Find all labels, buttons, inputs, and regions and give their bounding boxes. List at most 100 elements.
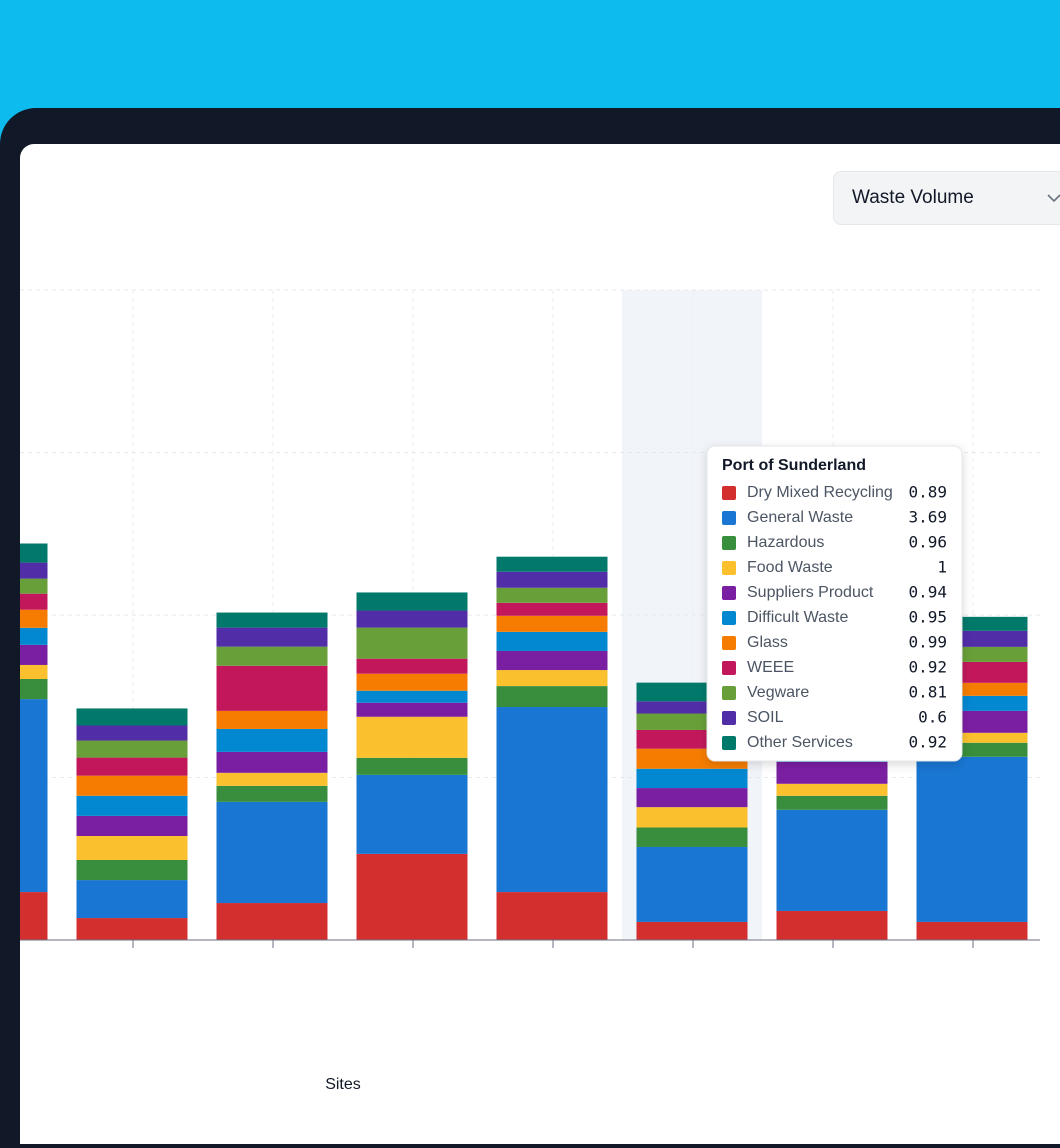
- chart: Sites Port of Sunderland Dry Mixed Recycl…: [20, 289, 1040, 1093]
- bar-segment: [216, 710, 328, 729]
- bar-segment: [76, 725, 188, 741]
- tooltip-swatch: [722, 686, 736, 700]
- bar-segment: [216, 728, 328, 752]
- bar-segment: [20, 644, 48, 665]
- bar-segment: [916, 732, 1028, 743]
- bar-segment: [216, 627, 328, 647]
- tooltip-swatch: [722, 611, 736, 625]
- bar-segment: [76, 859, 188, 881]
- bar-segment: [776, 809, 888, 911]
- tooltip-series-name: Glass: [747, 634, 788, 651]
- tooltip-series-name: General Waste: [747, 509, 853, 526]
- tooltip: Port of Sunderland Dry Mixed Recycling 0.8…: [706, 445, 963, 762]
- bar-segment: [76, 775, 188, 796]
- x-axis-label: Sites: [325, 1076, 361, 1093]
- tooltip-value: 1: [937, 558, 947, 577]
- bar-segment: [636, 768, 748, 789]
- tooltip-swatch: [722, 636, 736, 650]
- bar-segment: [636, 846, 748, 922]
- bar-segment: [636, 807, 748, 828]
- bar-segment: [356, 658, 468, 674]
- bar-segment: [216, 801, 328, 904]
- metric-dropdown[interactable]: Waste Volume: [833, 171, 1060, 225]
- tooltip-swatch: [722, 486, 736, 500]
- bar-segment: [76, 918, 188, 940]
- bar-segment: [216, 785, 328, 802]
- tooltip-swatch: [722, 561, 736, 575]
- tooltip-series-name: Difficult Waste: [747, 609, 848, 626]
- bar-segment: [356, 592, 468, 611]
- bar-segment: [76, 880, 188, 919]
- bar-segment: [20, 678, 48, 700]
- bar-segment: [356, 690, 468, 703]
- bar-segment: [496, 571, 608, 588]
- bar-segment: [496, 615, 608, 632]
- bar-segment: [76, 708, 188, 726]
- bar-segment: [20, 543, 48, 563]
- tooltip-series-name: Food Waste: [747, 559, 833, 576]
- bar-segment: [20, 664, 48, 679]
- bar-segment: [916, 756, 1028, 922]
- bar-segment: [20, 562, 48, 579]
- tooltip-value: 0.89: [908, 483, 947, 502]
- bar-segment: [776, 783, 888, 796]
- tooltip-swatch: [722, 511, 736, 525]
- bar-segment: [216, 665, 328, 711]
- bar-segment: [356, 716, 468, 758]
- tooltip-value: 0.81: [908, 683, 947, 702]
- tooltip-series-name: Other Services: [747, 734, 853, 751]
- bar-segment: [776, 761, 888, 784]
- bar-segment: [356, 610, 468, 628]
- tooltip-swatch: [722, 536, 736, 550]
- tooltip-series-name: Dry Mixed Recycling: [747, 484, 893, 501]
- tooltip-series-name: Vegware: [747, 684, 809, 701]
- tooltip-value: 0.99: [908, 633, 947, 652]
- bar-segment: [356, 627, 468, 659]
- bar-segment: [76, 757, 188, 776]
- bar-segment: [356, 774, 468, 854]
- tooltip-swatch: [722, 736, 736, 750]
- tooltip-title: Port of Sunderland: [722, 457, 866, 474]
- bar-segment: [776, 795, 888, 810]
- bar-segment: [496, 707, 608, 893]
- bar-segment: [636, 827, 748, 847]
- bar-segment: [216, 903, 328, 940]
- bar-segment: [496, 556, 608, 572]
- tooltip-box: [706, 445, 963, 762]
- tooltip-series-name: WEEE: [747, 659, 794, 676]
- bar-segment: [216, 612, 328, 628]
- bar-segment: [496, 602, 608, 616]
- bar-segment: [20, 892, 48, 940]
- bar-segment: [216, 751, 328, 773]
- bar-segment: [76, 795, 188, 816]
- bar-segment: [356, 757, 468, 775]
- bar-segment: [496, 686, 608, 708]
- bar-segment: [496, 587, 608, 603]
- tooltip-series-name: Hazardous: [747, 534, 824, 551]
- tooltip-value: 0.6: [918, 708, 947, 727]
- bar-segment: [496, 892, 608, 940]
- bar-segment: [496, 670, 608, 687]
- tooltip-swatch: [722, 661, 736, 675]
- bar-segment: [496, 631, 608, 651]
- tooltip-series-name: SOIL: [747, 709, 784, 726]
- bar-segment: [76, 815, 188, 836]
- bar-segment: [20, 578, 48, 594]
- bar-segment: [20, 609, 48, 628]
- dropdown-chevron[interactable]: [1046, 191, 1060, 205]
- tooltip-value: 0.94: [908, 583, 947, 602]
- bar-segment: [636, 921, 748, 940]
- bar-segment: [20, 593, 48, 610]
- bar-segment: [916, 921, 1028, 940]
- bar-segment: [20, 699, 48, 893]
- tooltip-value: 0.95: [908, 608, 947, 627]
- tooltip-value: 0.92: [908, 658, 947, 677]
- bar-segment: [76, 836, 188, 860]
- bar-segment: [216, 772, 328, 786]
- bar-segment: [776, 910, 888, 940]
- tooltip-value: 0.92: [908, 733, 947, 752]
- bar-segment: [356, 673, 468, 691]
- page: Waste Volume Sites Port of Sunderland Dry…: [0, 108, 1060, 1148]
- tooltip-swatch: [722, 586, 736, 600]
- bar-segment: [356, 853, 468, 940]
